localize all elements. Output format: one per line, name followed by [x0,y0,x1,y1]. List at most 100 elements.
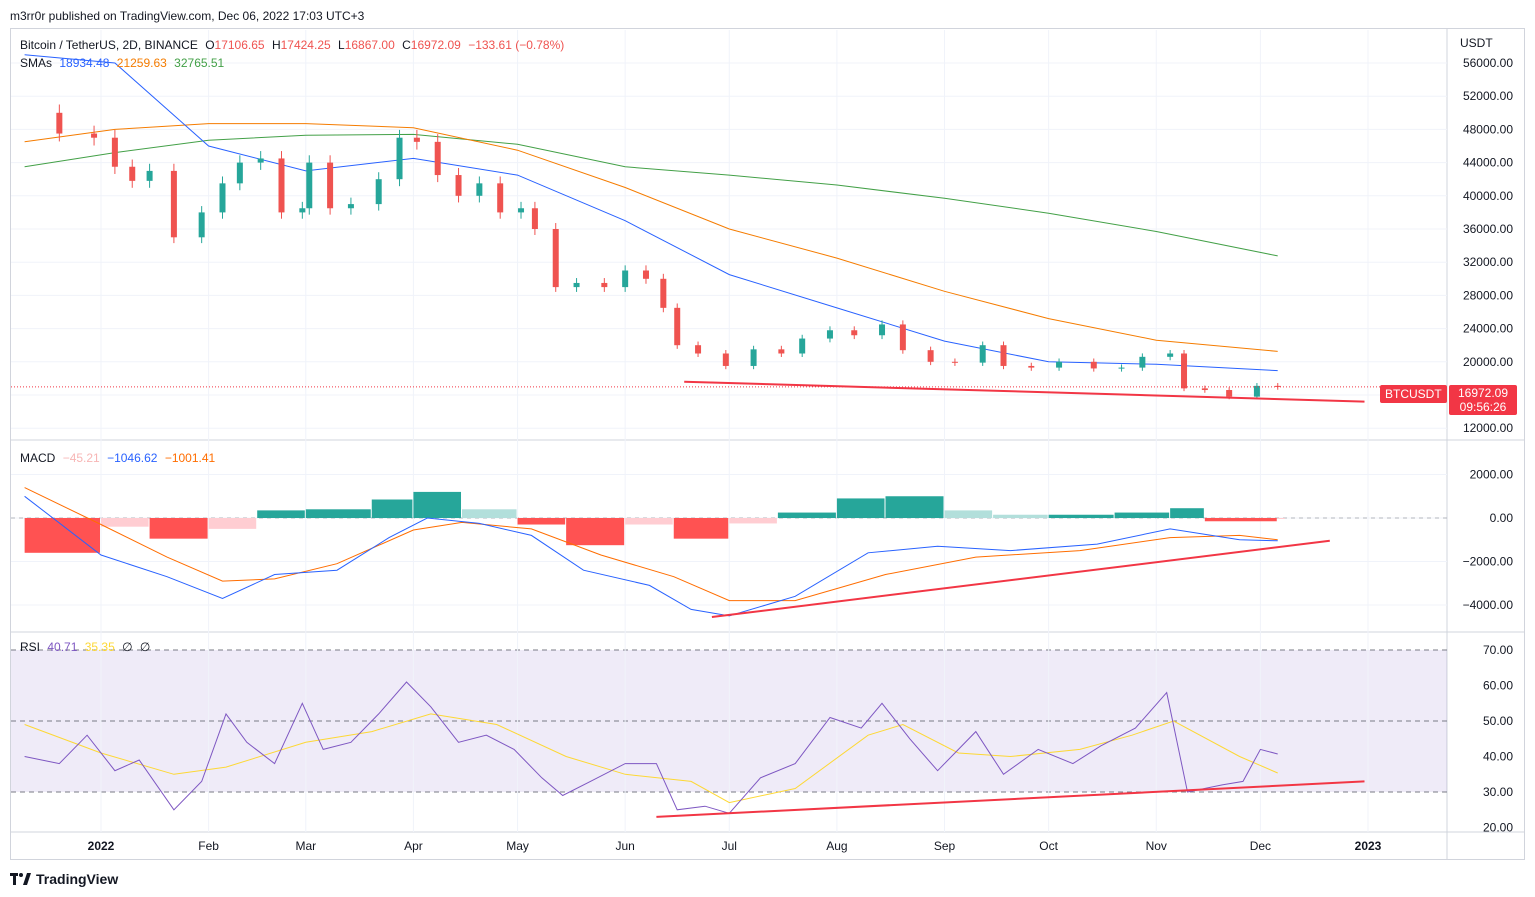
sma-mid-value: 21259.63 [116,56,167,70]
candle-body [695,345,702,354]
candle-body [375,179,382,205]
candle-body [826,330,833,339]
sma-label: SMAs [20,56,53,70]
candle-body [1139,356,1146,368]
macd-histogram-bar [1277,518,1285,519]
macd-signal-line [24,487,1278,602]
candle-body [413,137,420,142]
macd-histogram-bar [885,496,944,518]
macd-histogram-bar [149,518,208,539]
price-pane [11,54,1447,403]
macd-tick-label: 2000.00 [1470,468,1514,482]
macd-histogram-bar [517,518,566,525]
chart-frame [10,28,1525,860]
macd-tick-label: −2000.00 [1463,555,1514,569]
candle-body [236,162,243,184]
symbol-tag: BTCUSDT [1380,385,1447,403]
time-tick-label: Oct [1039,839,1058,853]
macd-histogram-bar [836,498,885,518]
price-tick-label: 20000.00 [1463,355,1513,369]
candle-body [601,282,608,288]
sma-fast-value: 18934.48 [59,56,110,70]
macd-tick-label: −4000.00 [1463,598,1514,612]
candle-body [1181,353,1188,389]
rsi-pane [24,681,1365,818]
candle-body [91,133,98,138]
candle-body [1274,385,1281,387]
macd-histogram-bar [413,491,462,518]
macd-line-value: −1046.62 [107,451,158,465]
candle-body [1028,365,1035,368]
rsi-line [24,681,1278,814]
candle-body [778,349,785,354]
publisher-line: m3rr0r published on TradingView.com, Dec… [10,9,365,23]
candle-body [476,183,483,196]
currency-label: USDT [1460,36,1493,50]
rsi-tick-label: 20.00 [1483,821,1513,835]
candle-body [1118,367,1125,369]
macd-histogram-bar [777,512,836,518]
price-tick-label: 28000.00 [1463,288,1513,302]
rsi-ma-line [24,713,1278,804]
rsi-tick-label: 50.00 [1483,714,1513,728]
candle-body [660,278,667,308]
time-tick-label: May [506,839,529,853]
tradingview-wordmark: TradingView [36,871,119,887]
rsi-ma-value: 35.35 [84,640,115,654]
price-trendline [684,380,1365,403]
price-tag-value: 16972.09 [1457,386,1509,400]
candle-body [851,330,858,336]
rsi-tick-label: 40.00 [1483,750,1513,764]
macd-tick-label: 0.00 [1490,511,1514,525]
candle-body [170,170,177,238]
macd-histogram-bar [1170,508,1204,518]
macd-histogram-bar [1114,512,1170,518]
sma-legend: SMAs 18934.48 21259.63 32765.51 [20,56,228,70]
candle-body [1226,390,1233,397]
ohlc-low: L16867.00 [338,38,395,52]
candle-body [899,324,906,351]
ohlc-high: H17424.25 [271,38,331,52]
rsi-label: RSI [20,640,41,654]
macd-histogram-bar [371,499,413,518]
tradingview-logo-icon [10,873,31,885]
macd-histogram-bar [257,510,305,518]
candle-body [1056,361,1063,368]
time-tick-label: Jul [722,839,737,853]
rsi-tick-label: 30.00 [1483,785,1513,799]
candle-body [497,183,504,213]
price-tick-label: 40000.00 [1463,189,1513,203]
price-tick-label: 56000.00 [1463,56,1513,70]
ohlc-open: O17106.65 [205,38,265,52]
candle-body [518,208,525,213]
candle-body [327,162,334,209]
tradingview-brand[interactable]: TradingView [10,871,118,887]
macd-signal-value: −1001.41 [164,451,216,465]
sma-mid-line [24,123,1278,352]
price-tick-label: 36000.00 [1463,222,1513,236]
candle-body [299,208,306,213]
macd-histogram-bar [305,509,371,518]
time-tick-label: Mar [295,839,316,853]
candle-body [56,112,63,134]
sma-slow-value: 32765.51 [174,56,225,70]
candle-body [347,204,354,209]
macd-label: MACD [20,451,56,465]
candle-body [750,349,757,366]
time-tick-label: Feb [198,839,219,853]
time-tick-label: 2023 [1355,839,1382,853]
rsi-extra-2: ∅ [139,640,151,654]
macd-histogram-bar [625,518,673,525]
macd-histogram-bar [1204,518,1277,522]
rsi-legend: RSI 40.71 35.35 ∅ ∅ [20,640,154,654]
rsi-tick-label: 70.00 [1483,643,1513,657]
rsi-trendline [656,780,1365,818]
price-tag: 16972.09 09:56:26 [1449,385,1517,415]
candle-body [278,158,285,213]
candle-body [573,282,580,288]
candle-body [674,307,681,346]
macd-histogram-bar [101,518,149,527]
macd-histogram-bar [566,518,625,546]
time-tick-label: Dec [1250,839,1271,853]
